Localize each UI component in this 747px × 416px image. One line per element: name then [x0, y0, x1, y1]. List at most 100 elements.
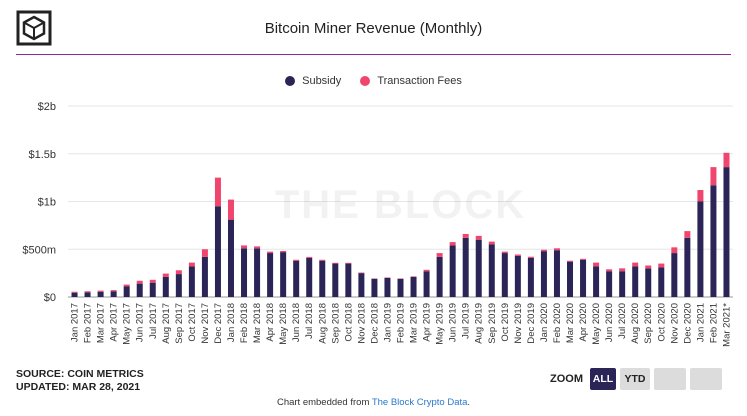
zoom-ytd-button[interactable]: YTD [620, 368, 650, 390]
bar-subsidy [201, 256, 208, 297]
footer-suffix: . [467, 397, 471, 408]
bar-subsidy [697, 201, 704, 297]
bar-subsidy [188, 266, 195, 297]
bar-transaction-fees [580, 258, 587, 260]
watermark-text: THE BLOCK [275, 183, 526, 227]
x-tick-label: Jun 2018 [291, 303, 302, 342]
bar-transaction-fees [162, 273, 169, 277]
zoom-option-button-3[interactable] [654, 368, 686, 390]
bar-transaction-fees [540, 249, 547, 252]
bar-subsidy [227, 219, 234, 297]
bar-subsidy [397, 278, 404, 297]
y-tick-label: $1.5b [28, 149, 56, 161]
x-tick-label: Feb 2021 [708, 303, 719, 343]
bar-transaction-fees [449, 242, 456, 246]
zoom-all-button[interactable]: ALL [590, 368, 616, 390]
x-tick-label: Oct 2019 [500, 303, 511, 342]
bar-transaction-fees [358, 272, 365, 274]
source-note: SOURCE: COIN METRICS UPDATED: MAR 28, 20… [16, 368, 144, 394]
bar-subsidy [254, 248, 261, 297]
bar-subsidy [671, 253, 678, 297]
bar-transaction-fees [123, 284, 130, 287]
x-tick-label: Jan 2021 [695, 303, 706, 342]
x-tick-label: May 2017 [122, 303, 133, 345]
bar-transaction-fees [632, 262, 639, 267]
footer-link[interactable]: The Block Crypto Data [371, 397, 468, 408]
bar-subsidy [606, 271, 613, 297]
x-tick-label: Feb 2019 [396, 303, 407, 343]
x-tick-label: Feb 2020 [552, 303, 563, 343]
bar-subsidy [410, 276, 417, 297]
x-tick-label: Jan 2019 [382, 303, 393, 342]
bar-subsidy [280, 252, 287, 297]
legend-item-subsidy[interactable]: Subsidy [285, 75, 341, 87]
x-tick-label: Apr 2020 [578, 303, 589, 342]
bar-transaction-fees [436, 253, 443, 257]
x-tick-label: Jun 2017 [135, 303, 146, 342]
bar-subsidy [214, 206, 221, 297]
updated-line: UPDATED: MAR 28, 2021 [16, 381, 141, 393]
y-tick-label: $2b [38, 101, 56, 113]
chart-title: Bitcoin Miner Revenue (Monthly) [264, 20, 483, 37]
bar-transaction-fees [710, 167, 717, 186]
legend-item-transaction-fees[interactable]: Transaction Fees [360, 75, 462, 87]
bar-subsidy [514, 255, 521, 297]
bar-subsidy [332, 263, 339, 297]
bar-subsidy [553, 250, 560, 297]
x-tick-label: Apr 2019 [422, 303, 433, 342]
x-tick-label: Jul 2020 [617, 303, 628, 339]
x-tick-label: Dec 2018 [369, 303, 380, 344]
x-tick-label: Dec 2017 [213, 303, 224, 344]
x-tick-label: Jul 2019 [461, 303, 472, 339]
bar-transaction-fees [514, 254, 521, 256]
x-tick-label: Aug 2017 [161, 303, 172, 344]
bar-subsidy [645, 268, 652, 297]
bar-subsidy [123, 286, 130, 297]
x-tick-label: Sep 2018 [330, 303, 341, 344]
bar-transaction-fees [527, 256, 534, 258]
chart-legend: Subsidy Transaction Fees [0, 75, 747, 89]
bar-subsidy [293, 260, 300, 297]
bar-transaction-fees [658, 263, 665, 268]
legend-label-subsidy: Subsidy [302, 75, 342, 87]
bar-subsidy [710, 185, 717, 297]
x-tick-label: Oct 2017 [187, 303, 198, 342]
bar-transaction-fees [697, 190, 704, 202]
bar-transaction-fees [280, 250, 287, 253]
bar-transaction-fees [567, 260, 574, 262]
bar-transaction-fees [619, 268, 626, 272]
bar-transaction-fees [671, 247, 678, 254]
bar-subsidy [423, 271, 430, 297]
bar-subsidy [97, 291, 104, 297]
x-tick-label: Nov 2019 [513, 303, 524, 344]
bar-transaction-fees [606, 269, 613, 272]
x-tick-label: Nov 2017 [200, 303, 211, 344]
bar-subsidy [345, 263, 352, 297]
bar-transaction-fees [723, 152, 730, 168]
bar-transaction-fees [110, 290, 117, 292]
bar-subsidy [358, 273, 365, 297]
y-tick-label: $1b [38, 197, 56, 209]
x-tick-label: Aug 2018 [317, 303, 328, 344]
bar-subsidy [449, 245, 456, 297]
bar-transaction-fees [71, 291, 78, 293]
footer-text: Chart embedded from [276, 397, 372, 408]
legend-label-transaction-fees: Transaction Fees [377, 75, 462, 87]
x-tick-label: Apr 2017 [109, 303, 120, 342]
bar-transaction-fees [319, 259, 326, 261]
zoom-label: ZOOM [550, 373, 583, 385]
zoom-option-button-4[interactable] [690, 368, 722, 390]
x-tick-label: Dec 2020 [682, 303, 693, 344]
bar-subsidy [371, 278, 378, 297]
x-tick-label: Sep 2019 [487, 303, 498, 344]
bar-subsidy [436, 256, 443, 297]
bar-subsidy [527, 257, 534, 297]
bar-transaction-fees [175, 270, 182, 275]
bar-transaction-fees [149, 279, 156, 283]
bar-transaction-fees [462, 233, 469, 238]
bar-transaction-fees [293, 259, 300, 261]
y-tick-label: $0 [44, 292, 56, 304]
bar-subsidy [71, 292, 78, 297]
x-tick-label: Feb 2017 [83, 303, 94, 343]
x-tick-label: Oct 2018 [343, 303, 354, 342]
